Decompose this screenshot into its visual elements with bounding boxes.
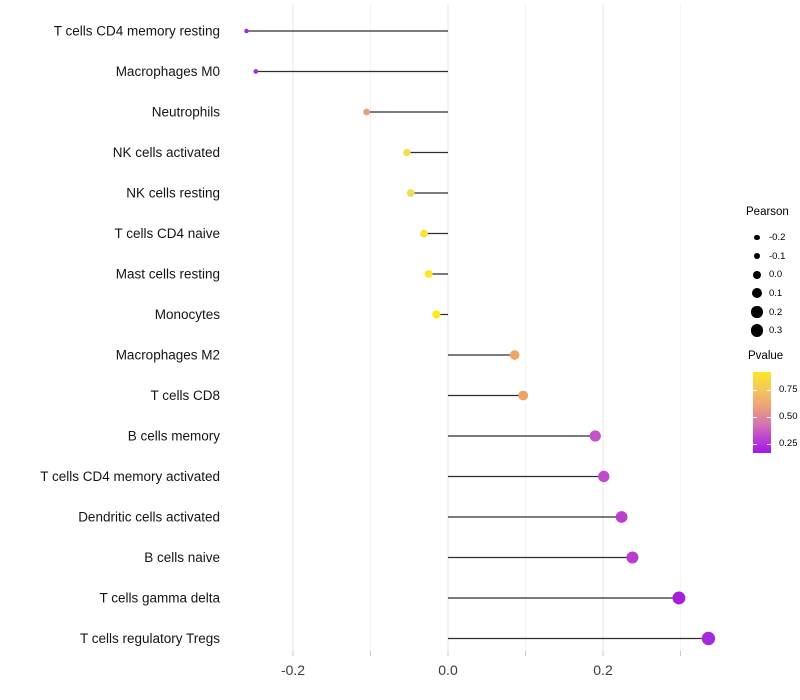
category-label: Neutrophils [152, 105, 221, 120]
lollipop-dot [420, 229, 428, 238]
x-tick-label: 0.2 [593, 662, 613, 678]
category-label: T cells CD4 memory activated [40, 469, 220, 484]
legend-size-dot-wrap [748, 234, 766, 241]
lollipop-dot [509, 350, 520, 360]
pvalue-colorbar-label: 0.75 [779, 384, 798, 395]
legend-size-dot [753, 252, 761, 260]
category-label: Monocytes [155, 307, 221, 322]
category-label: Dendritic cells activated [78, 510, 220, 525]
lollipop-dot [598, 470, 610, 483]
legend-size-label: -0.1 [769, 250, 786, 262]
lollipop-dot [518, 390, 529, 401]
pvalue-colorbar-tick [753, 417, 757, 418]
x-tick-label: 0.0 [438, 662, 458, 678]
x-tick-label: -0.2 [281, 662, 305, 678]
legend-size-item: 0.3 [748, 321, 800, 340]
lollipop-dot [363, 108, 371, 116]
lollipop-dot [253, 69, 259, 74]
category-label: B cells memory [128, 429, 221, 444]
lollipop-dot [403, 148, 411, 157]
category-label: T cells regulatory Tregs [80, 631, 220, 646]
legend-size-dot-wrap [748, 324, 766, 338]
lollipop-dot [701, 631, 716, 646]
legend-size-dot [754, 234, 760, 241]
legend-size-label: 0.1 [769, 287, 783, 299]
legend-size-dot-wrap [748, 270, 766, 279]
legend-size-label: 0.2 [769, 306, 783, 318]
legend-size-item: 0.1 [748, 284, 800, 303]
lollipop-dot [406, 189, 415, 197]
category-label: T cells CD4 naive [114, 226, 220, 241]
category-label: T cells gamma delta [99, 591, 220, 606]
legend-size-dot-wrap [748, 288, 766, 299]
lollipop-dot [244, 28, 249, 34]
legend-size-label: 0.0 [769, 269, 783, 281]
category-label: T cells CD8 [150, 388, 220, 403]
legend-size-item: 0.2 [748, 303, 800, 322]
pvalue-colorbar [753, 372, 771, 453]
legend-size-dot-wrap [748, 306, 766, 318]
legend-size-item: 0.0 [748, 265, 800, 284]
legend-size-item: -0.2 [748, 228, 800, 247]
legend-size-label: 0.3 [769, 325, 783, 337]
category-label: T cells CD4 memory resting [54, 24, 220, 39]
category-label: Macrophages M0 [116, 64, 220, 79]
lollipop-dot [424, 269, 433, 279]
legend-pvalue: Pvalue 0.75 0.50 0.25 [748, 350, 800, 470]
legend-size-dot [752, 270, 762, 279]
category-label: Mast cells resting [116, 267, 220, 282]
lollipop-dot [589, 430, 601, 442]
category-label: NK cells resting [126, 186, 220, 201]
legend-pearson-items: -0.2 -0.1 0.0 0.1 0.2 0.3 [746, 228, 800, 340]
category-label: NK cells activated [113, 145, 220, 160]
pvalue-colorbar-tick [753, 444, 757, 445]
pvalue-colorbar-label: 0.25 [779, 438, 798, 449]
legend-pearson: Pearson -0.2 -0.1 0.0 0.1 0.2 0.3 [746, 206, 800, 340]
legend-size-dot [752, 288, 762, 299]
legend-size-dot-wrap [748, 252, 766, 260]
category-label: B cells naive [144, 550, 220, 565]
legend-size-label: -0.2 [769, 231, 786, 243]
legend-size-item: -0.1 [748, 247, 800, 266]
lollipop-dot [615, 511, 628, 523]
lollipop-dot [626, 551, 639, 564]
pvalue-colorbar-tick [767, 417, 771, 418]
category-label: Macrophages M2 [116, 348, 220, 363]
pvalue-colorbar-tick [753, 390, 757, 391]
legend-pvalue-title: Pvalue [748, 350, 784, 362]
legend-size-dot [750, 324, 764, 338]
pvalue-colorbar-tick [767, 390, 771, 391]
legend-size-dot [751, 306, 763, 318]
pvalue-colorbar-tick [767, 444, 771, 445]
lollipop-dot [432, 310, 441, 319]
lollipop-dot [672, 591, 686, 605]
pvalue-colorbar-label: 0.50 [779, 411, 798, 422]
legend-pearson-title: Pearson [746, 206, 789, 218]
